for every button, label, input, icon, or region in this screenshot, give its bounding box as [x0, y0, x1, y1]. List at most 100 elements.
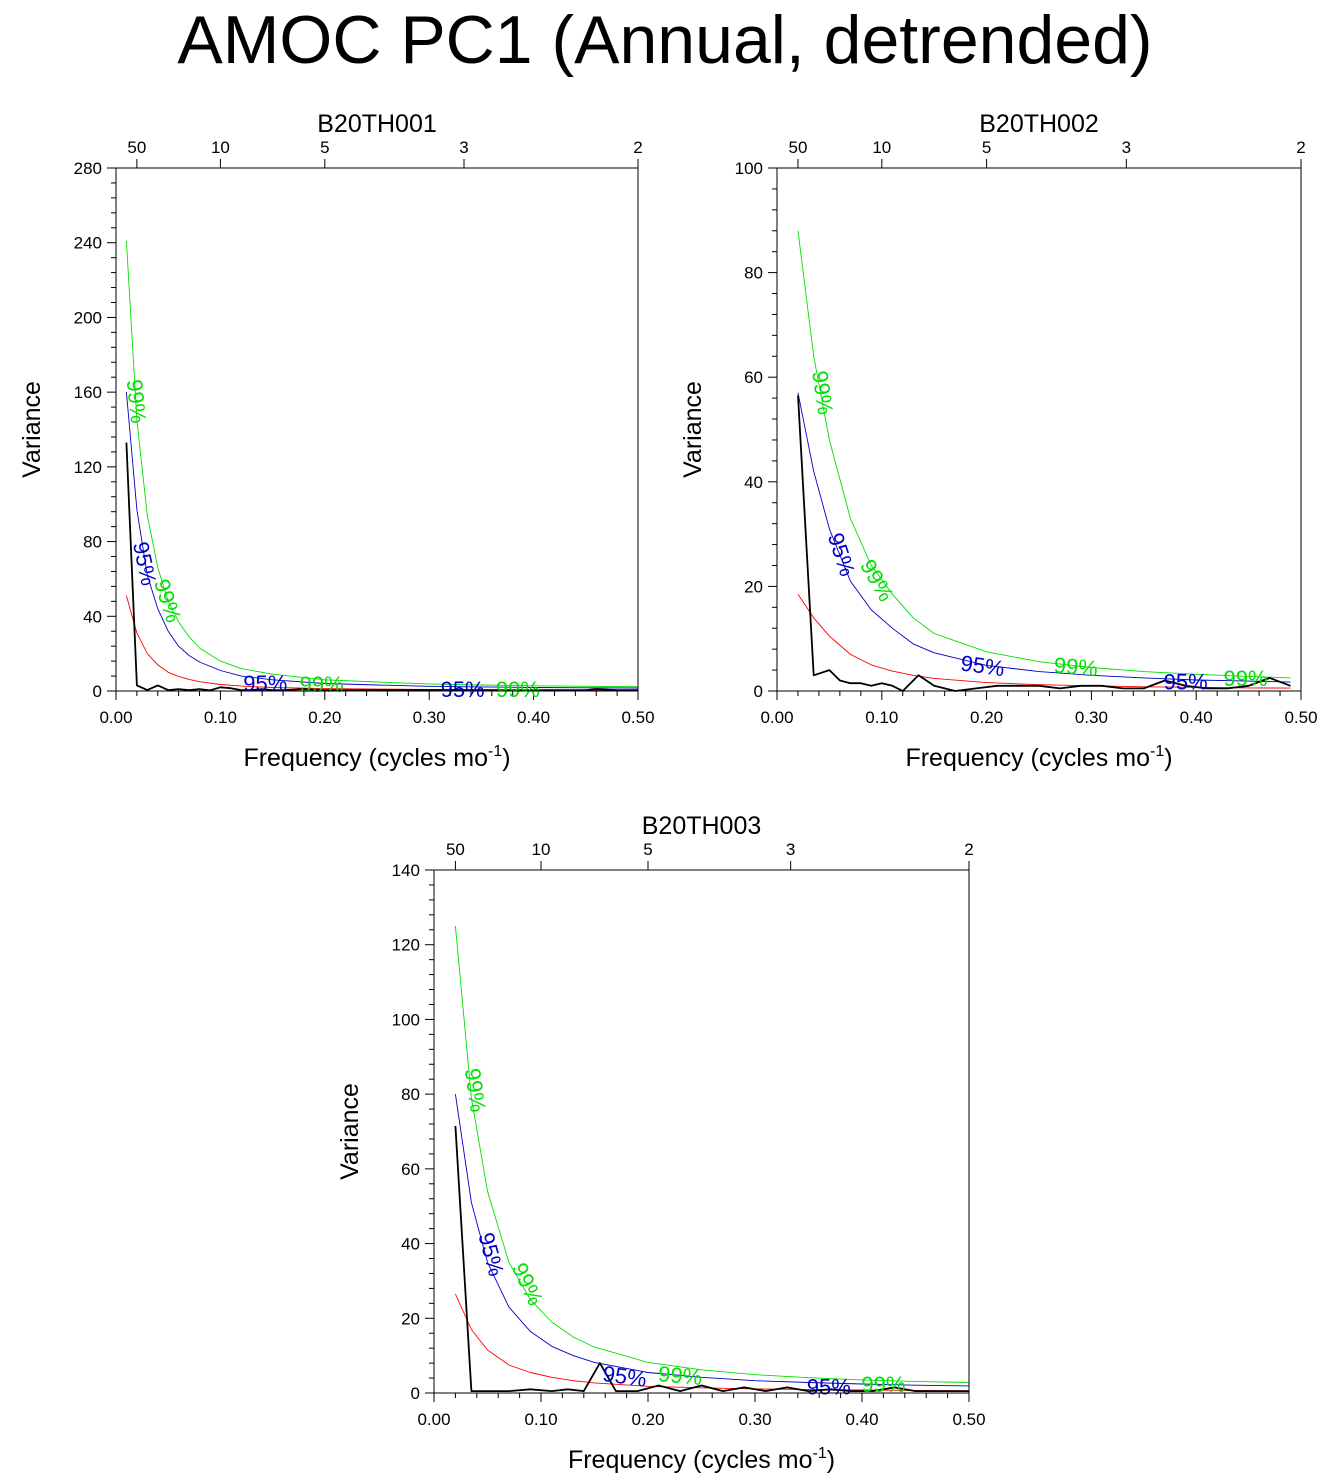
- x-tick-label: 0.10: [865, 708, 898, 727]
- y-tick-label: 60: [744, 368, 763, 387]
- x-tick-label: 0.40: [845, 1410, 878, 1429]
- period-tick-label: 2: [633, 138, 642, 157]
- ci-label-95: 95%: [601, 1361, 648, 1392]
- period-tick-label: 2: [964, 840, 973, 859]
- ci-label-95: 95%: [807, 1374, 851, 1399]
- chart-panel-b20th001: B20TH001 0 40 80 120 160 200 240 280 0.00 0.10 0.20…: [18, 110, 655, 772]
- x-tick-label: 0.00: [760, 708, 793, 727]
- period-tick-label: 5: [982, 138, 991, 157]
- ci-label-99: 99%: [657, 1361, 703, 1390]
- y-tick-label: 140: [392, 861, 420, 880]
- chart-panel-b20th002: B20TH002 0 20 40 60 80 100 0.00 0.10 0.20 0.30 0.40…: [679, 110, 1318, 772]
- x-axis-label-superscript: -1: [1150, 743, 1164, 760]
- ci-label-99: 99%: [496, 677, 540, 702]
- plot-frame: [776, 167, 1302, 692]
- x-tick-label: 0.40: [1180, 708, 1213, 727]
- y-tick-label: 100: [392, 1010, 420, 1029]
- x-tick-label: 0.30: [413, 708, 446, 727]
- x-axis-label-superscript: -1: [812, 1445, 826, 1462]
- x-tick-label: 0.40: [517, 708, 550, 727]
- x-axis-label-main: Frequency (cycles mo: [243, 744, 488, 772]
- y-tick-label: 40: [401, 1235, 420, 1254]
- x-tick-label: 0.50: [621, 708, 654, 727]
- y-tick-label: 120: [392, 936, 420, 955]
- y-tick-label: 20: [401, 1309, 420, 1328]
- period-tick-label: 2: [1296, 138, 1305, 157]
- series-line-99: [125, 240, 639, 688]
- ci-label-99: 99%: [807, 369, 838, 416]
- period-tick-label: 5: [643, 840, 652, 859]
- plot-frame: [115, 167, 639, 692]
- y-tick-label: 20: [744, 577, 763, 596]
- x-axis-label: Frequency (cycles mo-1): [243, 743, 510, 772]
- x-tick-label: 0.50: [952, 1410, 985, 1429]
- y-tick-label: 100: [735, 159, 763, 178]
- x-tick-label: 0.00: [99, 708, 132, 727]
- period-tick-label: 10: [532, 840, 551, 859]
- period-tick-label: 5: [320, 138, 329, 157]
- y-tick-label: 0: [93, 682, 102, 701]
- series-line-99: [797, 230, 1291, 679]
- x-tick-label: 0.30: [1075, 708, 1108, 727]
- x-tick-label: 0.50: [1284, 708, 1317, 727]
- series-line-red-noise: [797, 593, 1291, 689]
- ci-label-99: 99%: [855, 555, 899, 606]
- ci-label-95: 95%: [1164, 670, 1208, 695]
- ci-label-99: 99%: [149, 576, 186, 626]
- ci-label-95: 95%: [959, 650, 1006, 681]
- x-axis-label: Frequency (cycles mo-1): [568, 1445, 835, 1474]
- ci-label-99: 99%: [122, 378, 151, 424]
- series-line-spectrum: [125, 442, 638, 692]
- plot-frame: [433, 869, 970, 1394]
- y-axis-label: Variance: [679, 381, 707, 478]
- y-tick-label: 80: [83, 533, 102, 552]
- panel-title: B20TH002: [979, 110, 1099, 138]
- period-tick-label: 50: [788, 138, 807, 157]
- x-tick-label: 0.20: [631, 1410, 664, 1429]
- period-tick-label: 10: [872, 138, 891, 157]
- y-axis-label: Variance: [336, 1083, 364, 1180]
- panel-title: B20TH003: [642, 812, 762, 840]
- ci-label-95: 95%: [823, 530, 860, 580]
- x-axis-label-main: Frequency (cycles mo: [905, 744, 1150, 772]
- ci-label-99: 99%: [460, 1067, 491, 1114]
- x-axis-label: Frequency (cycles mo-1): [905, 743, 1172, 772]
- x-tick-label: 0.10: [524, 1410, 557, 1429]
- panel-title: B20TH001: [317, 110, 437, 138]
- y-tick-label: 200: [74, 308, 102, 327]
- series-line-95: [454, 1094, 970, 1387]
- chart-panel-b20th003: B20TH003 0 20 40 60 80 100 120 140 0.00 0.10 0.20 0.…: [336, 812, 986, 1474]
- y-tick-label: 160: [74, 383, 102, 402]
- period-tick-label: 50: [446, 840, 465, 859]
- series-line-spectrum: [797, 395, 1291, 692]
- y-tick-label: 60: [401, 1160, 420, 1179]
- y-tick-label: 80: [401, 1085, 420, 1104]
- figure-title: AMOC PC1 (Annual, detrended): [177, 2, 1153, 78]
- x-axis-label-end: ): [502, 744, 510, 772]
- x-axis-label-end: ): [1164, 744, 1172, 772]
- ci-label-99: 99%: [507, 1259, 548, 1309]
- x-tick-label: 0.20: [970, 708, 1003, 727]
- period-tick-label: 10: [211, 138, 230, 157]
- period-tick-label: 50: [127, 138, 146, 157]
- x-axis-label-superscript: -1: [488, 743, 502, 760]
- y-tick-label: 280: [74, 159, 102, 178]
- ci-label-95: 95%: [243, 671, 287, 696]
- series-line-95: [125, 392, 639, 689]
- ci-label-95: 95%: [473, 1230, 509, 1279]
- ci-label-99: 99%: [300, 672, 344, 697]
- x-tick-label: 0.20: [308, 708, 341, 727]
- y-tick-label: 80: [744, 264, 763, 283]
- x-tick-label: 0.30: [738, 1410, 771, 1429]
- period-tick-label: 3: [786, 840, 795, 859]
- y-tick-label: 120: [74, 458, 102, 477]
- y-tick-label: 240: [74, 234, 102, 253]
- period-tick-label: 3: [459, 138, 468, 157]
- x-axis-label-main: Frequency (cycles mo: [568, 1446, 813, 1474]
- series-line-99: [454, 925, 970, 1383]
- y-tick-label: 40: [83, 607, 102, 626]
- y-axis-label: Variance: [18, 381, 46, 478]
- series-line-spectrum: [454, 1125, 969, 1392]
- period-tick-label: 3: [1122, 138, 1131, 157]
- x-tick-label: 0.00: [417, 1410, 450, 1429]
